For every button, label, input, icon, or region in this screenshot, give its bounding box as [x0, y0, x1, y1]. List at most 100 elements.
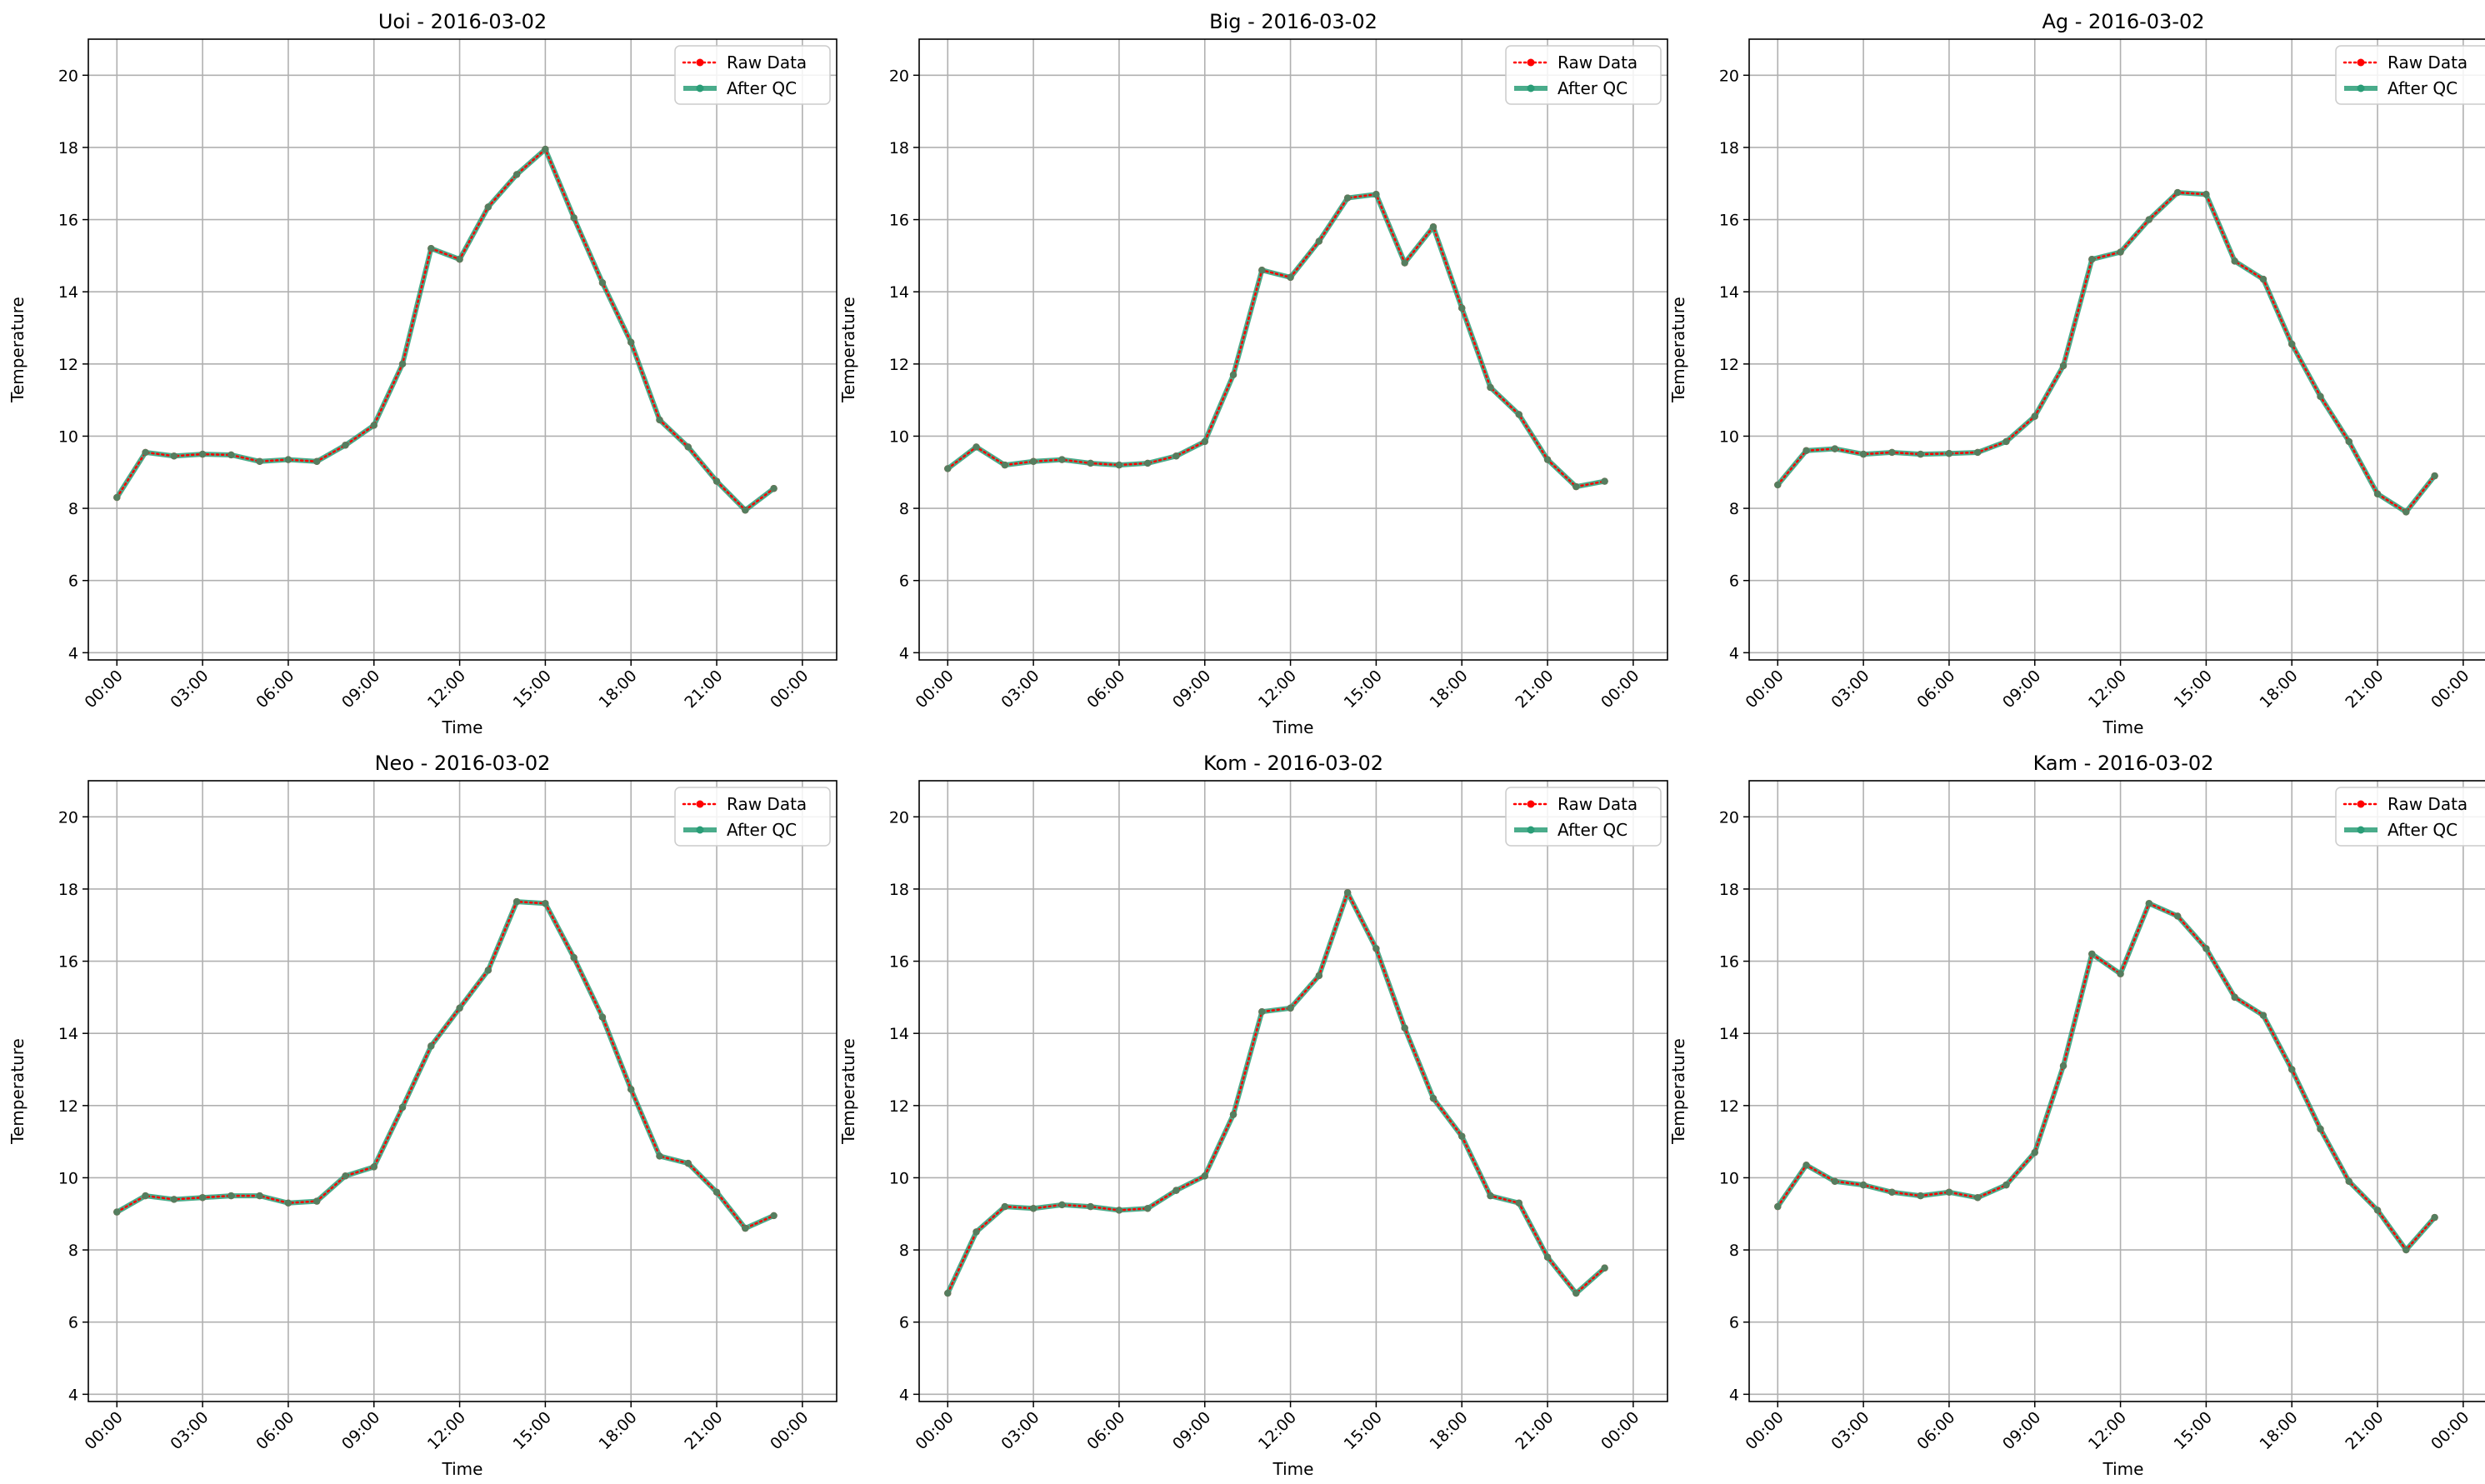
legend-label-raw-data: Raw Data [2388, 52, 2468, 72]
after-qc-point [284, 456, 292, 463]
axes-frame [88, 780, 838, 1402]
after-qc-point [398, 1103, 407, 1112]
chart-panel-kam: 00:00 03:00 06:00 09:00 12:00 15:00 18:00 21:00… [1668, 752, 2485, 1479]
x-tick-label: 12:00 [424, 667, 469, 712]
y-tick-label: 18 [1719, 881, 1739, 899]
after-qc-point [570, 954, 578, 962]
y-axis-label: Temperature [838, 297, 858, 403]
after-qc-point [1287, 273, 1294, 282]
y-tick-label: 20 [1719, 67, 1739, 85]
after-qc-point [1372, 945, 1380, 952]
after-qc-point [1917, 1192, 1924, 1200]
after-qc-point [1802, 447, 1810, 454]
after-qc-point [2002, 437, 2010, 446]
plot-area [1749, 781, 2485, 1402]
after-qc-point [1429, 1094, 1438, 1102]
after-qc-point [1774, 1202, 1782, 1211]
after-qc-point [370, 1163, 378, 1171]
x-tick-label: 18:00 [595, 1408, 640, 1453]
after-qc-point [1601, 1264, 1608, 1272]
x-tick-label: 12:00 [1255, 667, 1300, 712]
after-qc-point [944, 465, 952, 472]
after-qc-point [142, 448, 149, 457]
y-tick-label: 14 [58, 1025, 78, 1043]
after-qc-point [1487, 1192, 1494, 1200]
after-qc-point [1029, 457, 1038, 465]
legend-label-raw-data: Raw Data [1558, 52, 1638, 72]
legend-label-after-qc: After QC [1558, 820, 1628, 840]
after-qc-point [1945, 450, 1953, 457]
y-axis-label: Temperature [838, 1038, 858, 1145]
y-tick-label: 12 [58, 356, 78, 374]
x-tick-label: 06:00 [1083, 667, 1128, 712]
legend-raw-marker [1527, 58, 1535, 67]
y-tick-label: 16 [1719, 212, 1739, 230]
axes-frame [918, 38, 1668, 661]
after-qc-point [1774, 481, 1782, 489]
after-qc-point [1888, 1188, 1896, 1196]
after-qc-point [2145, 216, 2153, 223]
after-qc-point [1287, 1004, 1294, 1012]
after-qc-point [2117, 970, 2124, 977]
legend-raw-marker [1527, 800, 1535, 808]
after-qc-point [2059, 1062, 2068, 1070]
x-tick-label: 00:00 [82, 667, 127, 712]
x-tick-label: 15:00 [510, 667, 555, 712]
y-tick-label: 18 [58, 139, 78, 157]
legend-label-after-qc: After QC [727, 820, 797, 840]
after-qc-point [972, 1228, 980, 1236]
legend-label-after-qc: After QC [2388, 820, 2458, 840]
after-qc-point [742, 507, 749, 514]
after-qc-point [1831, 1177, 1839, 1185]
plot-area [919, 781, 1668, 1402]
x-tick-label: 03:00 [167, 667, 212, 712]
plot-area [919, 39, 1668, 660]
x-tick-label: 00:00 [82, 1408, 127, 1453]
y-tick-label: 14 [889, 1025, 909, 1043]
after-qc-point [2031, 1148, 2038, 1157]
y-tick-label: 4 [1729, 644, 1739, 662]
y-tick-label: 6 [1729, 572, 1739, 591]
after-qc-point [972, 443, 980, 451]
legend: Raw Data After QC [674, 787, 831, 847]
y-tick-label: 20 [58, 808, 78, 827]
x-tick-label: 06:00 [252, 667, 298, 712]
after-qc-point [1802, 1162, 1810, 1169]
after-qc-point [456, 256, 463, 263]
y-tick-label: 6 [899, 572, 909, 591]
x-tick-label: 15:00 [1341, 1408, 1386, 1453]
after-qc-point [628, 1086, 635, 1093]
after-qc-point [2402, 1246, 2410, 1254]
x-tick-label: 03:00 [998, 667, 1042, 712]
x-tick-label: 18:00 [2256, 667, 2301, 712]
after-qc-point [284, 1199, 292, 1207]
y-tick-label: 20 [1719, 808, 1739, 827]
series-line-raw-data [1777, 902, 2436, 1252]
x-tick-label: 09:00 [338, 1408, 383, 1453]
after-qc-point [456, 1004, 463, 1012]
after-qc-point [1087, 459, 1094, 467]
y-tick-label: 10 [1719, 1169, 1739, 1187]
x-tick-label: 18:00 [2256, 1408, 2301, 1453]
after-qc-point [1973, 1194, 1982, 1202]
after-qc-point [628, 338, 635, 347]
y-tick-label: 14 [1719, 283, 1739, 302]
chart-title: Neo - 2016-03-02 [375, 752, 551, 775]
y-tick-label: 6 [1729, 1314, 1739, 1332]
after-qc-point [113, 493, 121, 502]
after-qc-point [2288, 1066, 2296, 1073]
y-axis-label: Temperature [8, 297, 28, 403]
chart-panel-uoi: 00:00 03:00 06:00 09:00 12:00 15:00 18:00 21:00… [8, 10, 838, 737]
legend-label-raw-data: Raw Data [727, 794, 807, 814]
chart-title: Ag - 2016-03-02 [2042, 10, 2204, 33]
after-qc-point [1315, 237, 1323, 245]
after-qc-point [198, 450, 207, 458]
after-qc-point [1543, 1253, 1552, 1261]
legend-qc-marker [1527, 84, 1535, 92]
y-tick-label: 16 [1719, 953, 1739, 972]
legend-qc-marker [1527, 826, 1535, 834]
series-line-raw-data [1777, 191, 2436, 514]
after-qc-point [2288, 340, 2296, 348]
x-tick-label: 15:00 [2171, 667, 2216, 712]
y-tick-label: 8 [68, 500, 78, 518]
